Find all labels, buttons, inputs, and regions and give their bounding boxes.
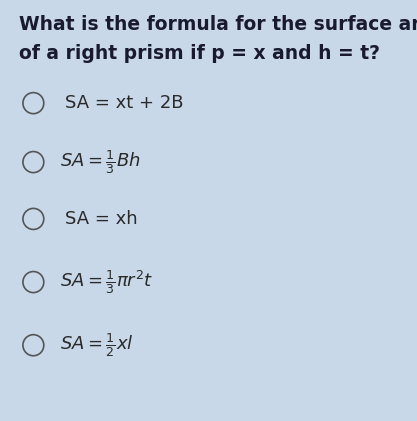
Text: SA = xt + 2B: SA = xt + 2B [65, 94, 183, 112]
Text: $SA = \frac{1}{3}\pi r^{2}t$: $SA = \frac{1}{3}\pi r^{2}t$ [60, 268, 154, 296]
Text: $SA = \frac{1}{3}Bh$: $SA = \frac{1}{3}Bh$ [60, 148, 141, 176]
Text: of a right prism if p = x and h = t?: of a right prism if p = x and h = t? [19, 44, 380, 63]
Text: SA = xh: SA = xh [65, 210, 137, 228]
Text: $SA = \frac{1}{2}xl$: $SA = \frac{1}{2}xl$ [60, 331, 134, 359]
Text: What is the formula for the surface area: What is the formula for the surface area [19, 15, 417, 34]
